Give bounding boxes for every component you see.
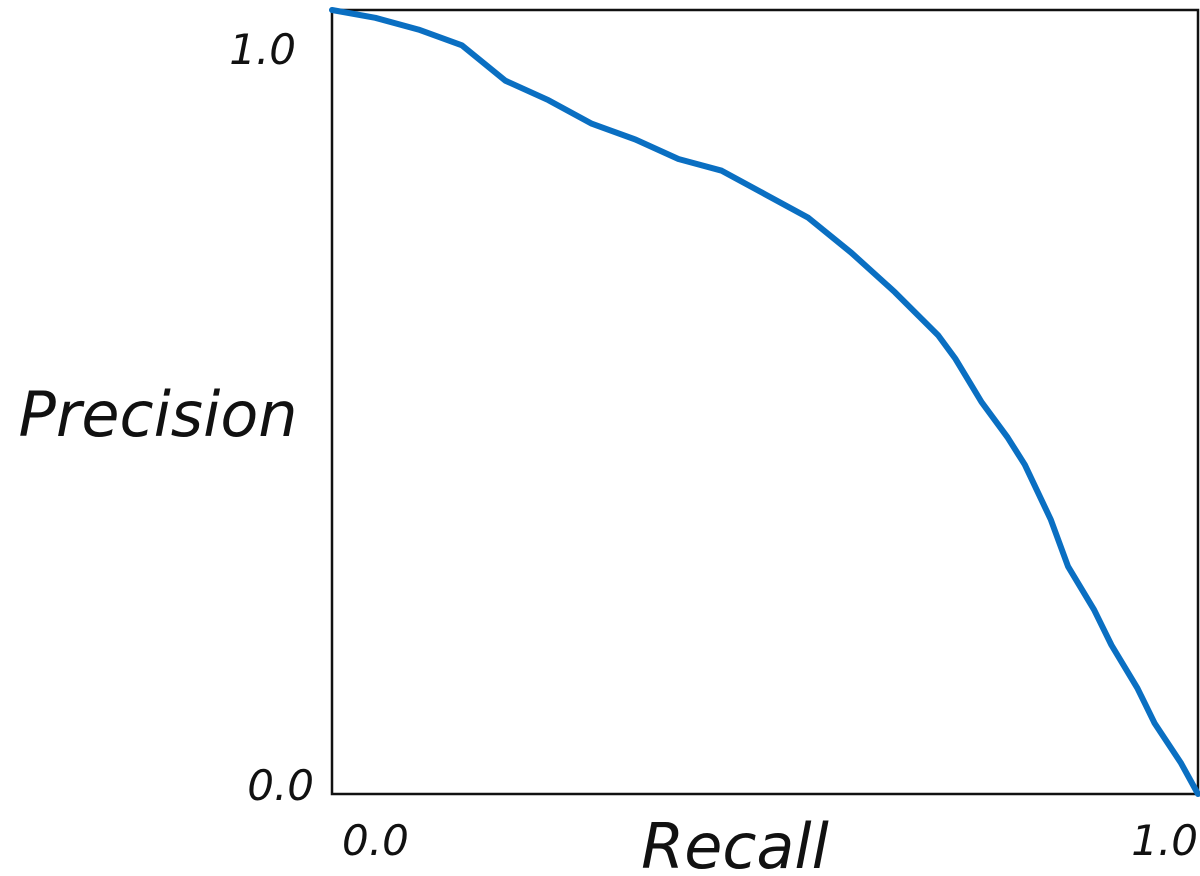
series-line <box>329 7 1200 797</box>
y-tick-label-top: 1.0 <box>229 25 296 74</box>
y-tick-label-bottom: 0.0 <box>247 761 314 810</box>
y-axis-label: Precision <box>18 378 297 451</box>
x-axis-label: Recall <box>641 810 829 876</box>
x-tick-label-right: 1.0 <box>1131 816 1198 865</box>
plot-frame <box>330 8 1200 796</box>
x-tick-label-left: 0.0 <box>342 816 409 865</box>
